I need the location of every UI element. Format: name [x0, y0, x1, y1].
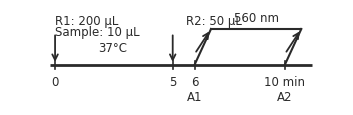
Text: 0: 0: [52, 76, 59, 89]
Text: 6
A1: 6 A1: [187, 76, 202, 104]
Text: Sample: 10 μL: Sample: 10 μL: [55, 26, 140, 39]
Text: 560 nm: 560 nm: [234, 12, 279, 24]
Text: 37°C: 37°C: [98, 42, 127, 55]
Text: R1: 200 μL: R1: 200 μL: [55, 15, 119, 28]
Text: 10 min
A2: 10 min A2: [264, 76, 305, 104]
Text: 5: 5: [169, 76, 176, 89]
Text: R2: 50 μL: R2: 50 μL: [186, 15, 242, 28]
